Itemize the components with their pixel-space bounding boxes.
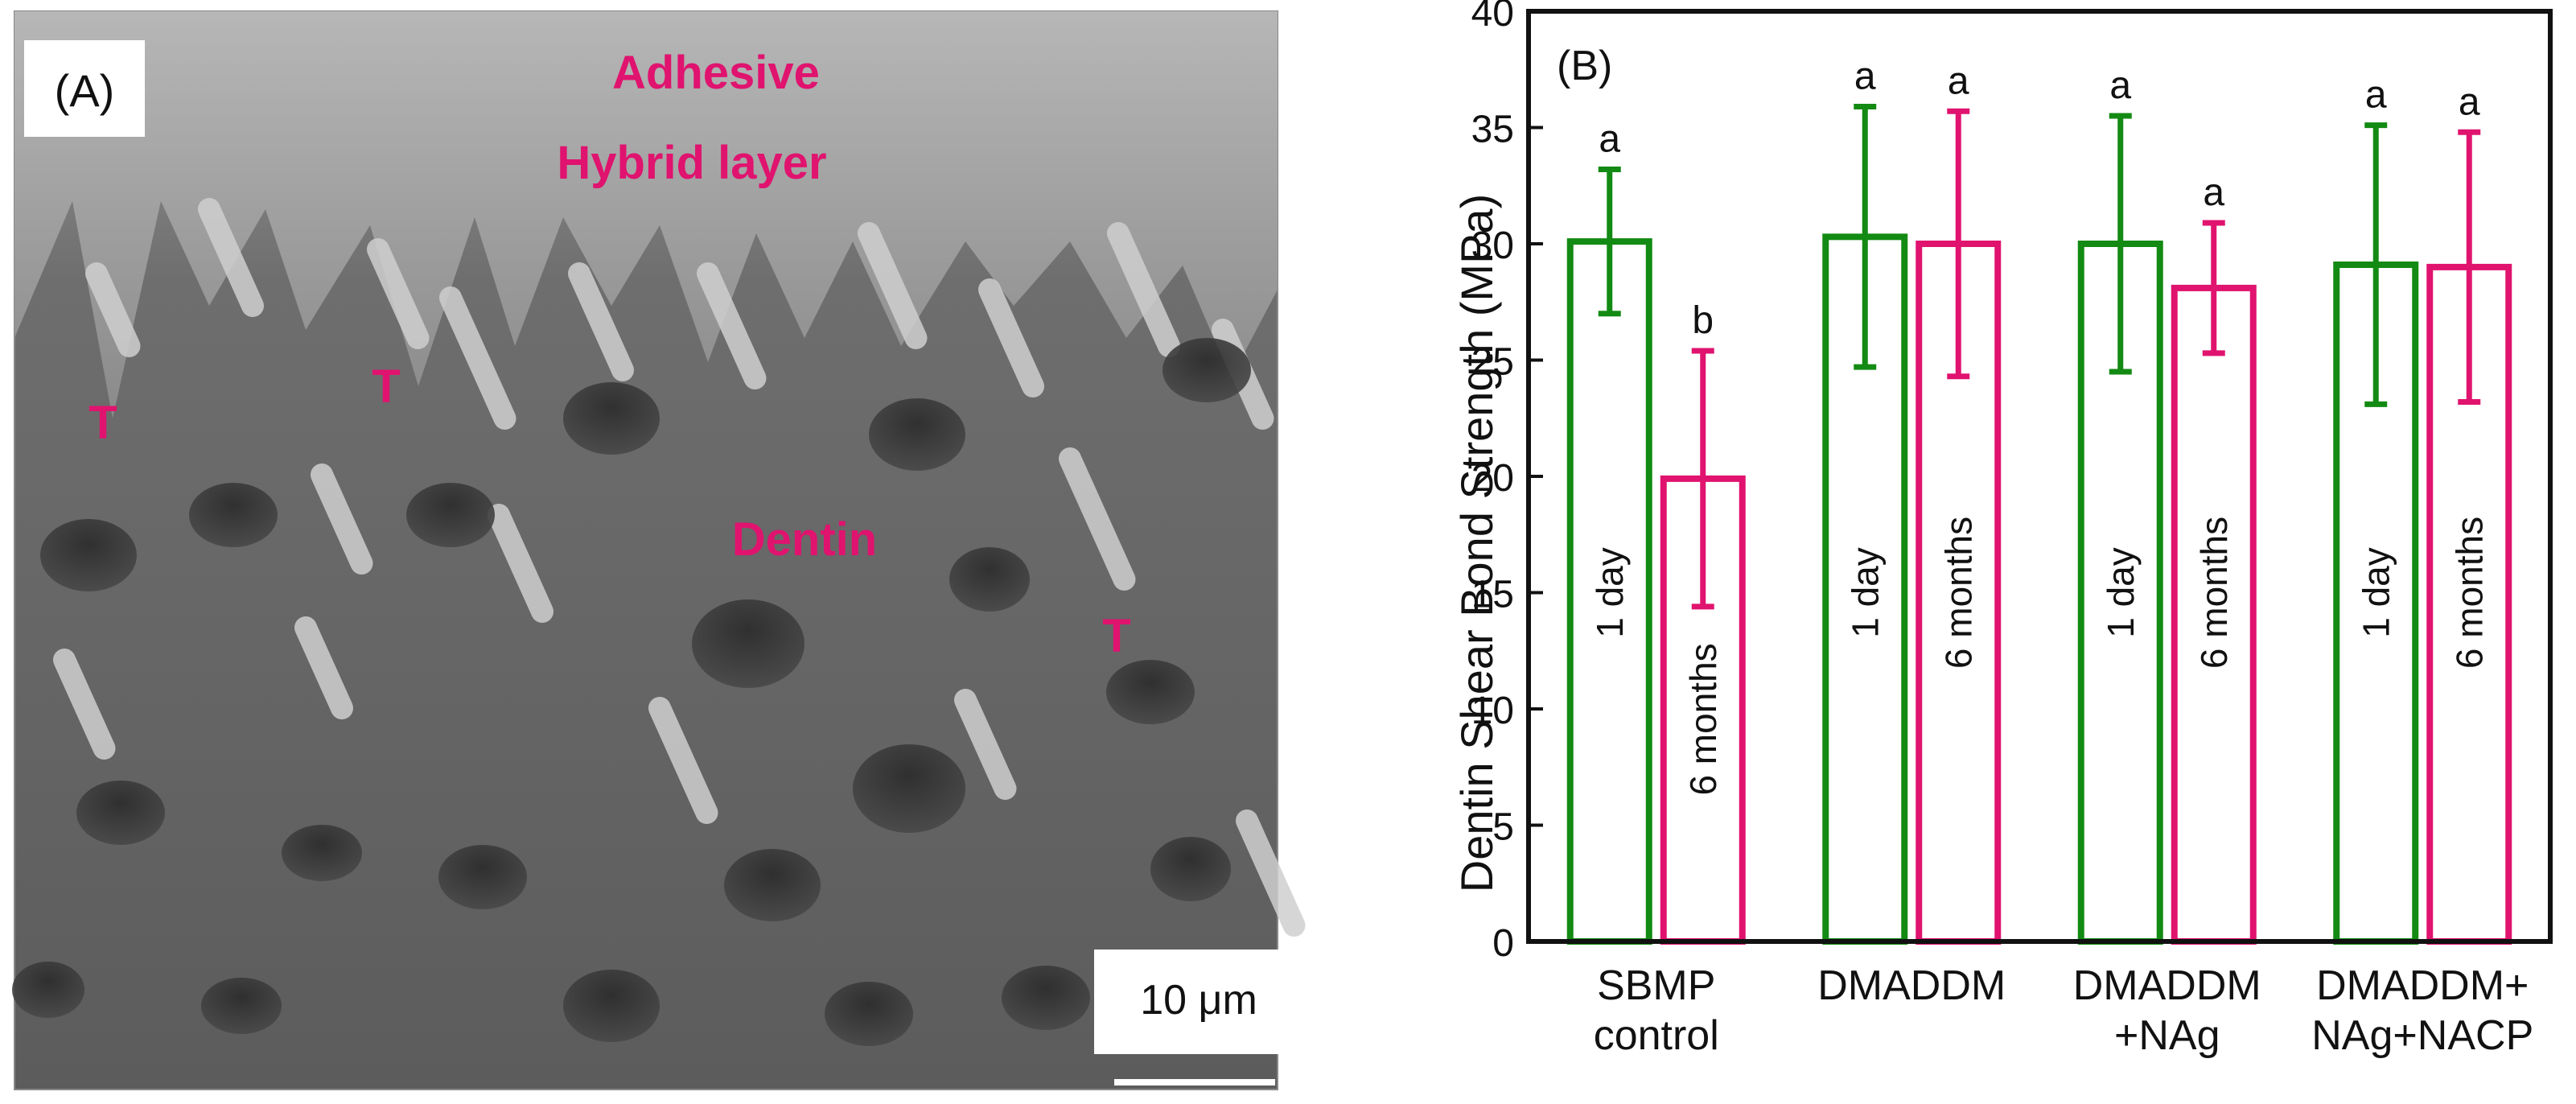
y-axis: 0 5 10 15 20 25 30 35 40 [1471, 0, 1543, 965]
tubule-tag [439, 286, 516, 430]
dentin-tubules [53, 198, 1306, 937]
significance-label: b [1692, 299, 1714, 342]
y-axis-label: Dentin Shear Bond Strength (MPa) [1451, 194, 1502, 892]
tubule-tag [648, 697, 718, 824]
tubule-opening [1162, 338, 1251, 402]
tubule-tag [858, 222, 928, 349]
bar-series-label: 6 months [2193, 517, 2235, 669]
tubule-opening [724, 849, 821, 921]
y-tick-label: 20 [1471, 457, 1514, 500]
x-category-label: DMADDM+ [2316, 962, 2529, 1009]
annotation-hybrid-layer: Hybrid layer [557, 137, 826, 189]
tubule-tag [53, 649, 116, 760]
x-category-label: DMADDM [1817, 962, 2006, 1009]
significance-label: a [1948, 60, 1969, 102]
scale-bar-box [1094, 950, 1303, 1054]
tubule-tag [488, 504, 553, 623]
bar [1566, 238, 1652, 945]
tubule-tag [954, 689, 1017, 800]
bar-series-label: 1 day [2100, 547, 2142, 638]
y-tick-label: 25 [1471, 341, 1514, 384]
y-tick-label: 0 [1492, 922, 1514, 965]
panel-b-label: (B) [1557, 43, 1612, 89]
bar-series-label: 1 day [2355, 547, 2397, 638]
tubule-tag [978, 278, 1044, 398]
tubule-opening [76, 781, 165, 845]
tubule-opening [189, 483, 278, 547]
significance-label: a [2459, 80, 2480, 123]
annotation-tag-3: T [1102, 610, 1130, 662]
x-category-label: +NAg [2114, 1012, 2220, 1059]
tubule-tag [697, 262, 767, 389]
tubule-opening [1150, 837, 1231, 901]
tubule-opening [1002, 966, 1090, 1030]
plot-frame [1526, 9, 2553, 944]
significance-label: a [2365, 74, 2387, 117]
tubule-openings [12, 338, 1251, 1046]
tubule-tag [367, 238, 430, 349]
bar-series-label: 6 months [2448, 517, 2490, 669]
annotation-tag-1: T [88, 397, 117, 449]
tubule-tag [198, 198, 264, 317]
tubule-tag [85, 262, 141, 357]
tubule-opening [825, 982, 913, 1046]
bar-series-label: 1 day [1844, 547, 1886, 638]
bar-series-label: 6 months [1682, 643, 1724, 795]
bar-series-label: 1 day [1589, 547, 1631, 638]
tubule-opening [40, 519, 137, 591]
tubule-opening [12, 962, 84, 1018]
bar-series-label: 6 months [1937, 517, 1979, 669]
tubule-opening [438, 845, 527, 909]
tubule-opening [282, 825, 362, 881]
y-tick-label: 15 [1471, 574, 1514, 616]
tubule-opening [201, 978, 282, 1034]
annotation-tag-2: T [372, 360, 400, 413]
tubule-tag [311, 463, 373, 575]
sem-micrograph-panel: (A) Adhesive Hybrid layer Dentin T T T 1… [12, 10, 1306, 1090]
tubule-opening [853, 744, 965, 833]
tubule-opening [949, 547, 1030, 612]
x-category-label: NAg+NACP [2311, 1012, 2533, 1059]
tubule-opening [406, 483, 495, 547]
x-category-label: DMADDM [2073, 962, 2261, 1009]
tubule-opening [1106, 660, 1195, 724]
hybrid-layer-band [14, 11, 1278, 418]
tubule-tag [294, 616, 353, 719]
panel-a-label-box [24, 40, 145, 137]
tubule-tag [568, 262, 634, 381]
significance-label: a [1854, 55, 1876, 97]
tubule-opening [692, 599, 804, 688]
x-category-label: control [1594, 1012, 1719, 1059]
panel-a-label: (A) [55, 65, 115, 116]
tubule-tag [1236, 809, 1306, 937]
annotation-adhesive: Adhesive [612, 47, 820, 99]
significance-label: a [1599, 118, 1620, 161]
tubule-tag [1059, 447, 1136, 591]
tubule-opening [869, 398, 965, 471]
bar-series: a 1 day b 6 months a 1 day a 6 months a 1 day a 6 m… [1566, 55, 2512, 945]
tubule-tag [1107, 222, 1180, 357]
significance-label: a [2109, 64, 2131, 107]
annotation-dentin: Dentin [732, 513, 877, 566]
x-category-label: SBMP [1597, 962, 1715, 1009]
y-tick-label: 5 [1492, 806, 1514, 849]
scale-bar-label: 10 μm [1140, 977, 1257, 1024]
y-tick-label: 10 [1471, 690, 1514, 732]
tubule-opening [563, 382, 660, 455]
y-tick-label: 30 [1471, 225, 1514, 267]
bar-chart-panel: Dentin Shear Bond Strength (MPa) 0 5 10 15 2… [1451, 0, 2553, 1059]
y-tick-label: 40 [1471, 0, 1514, 35]
significance-label: a [2203, 171, 2224, 214]
tubule-opening [563, 970, 660, 1042]
y-tick-label: 35 [1471, 109, 1514, 151]
